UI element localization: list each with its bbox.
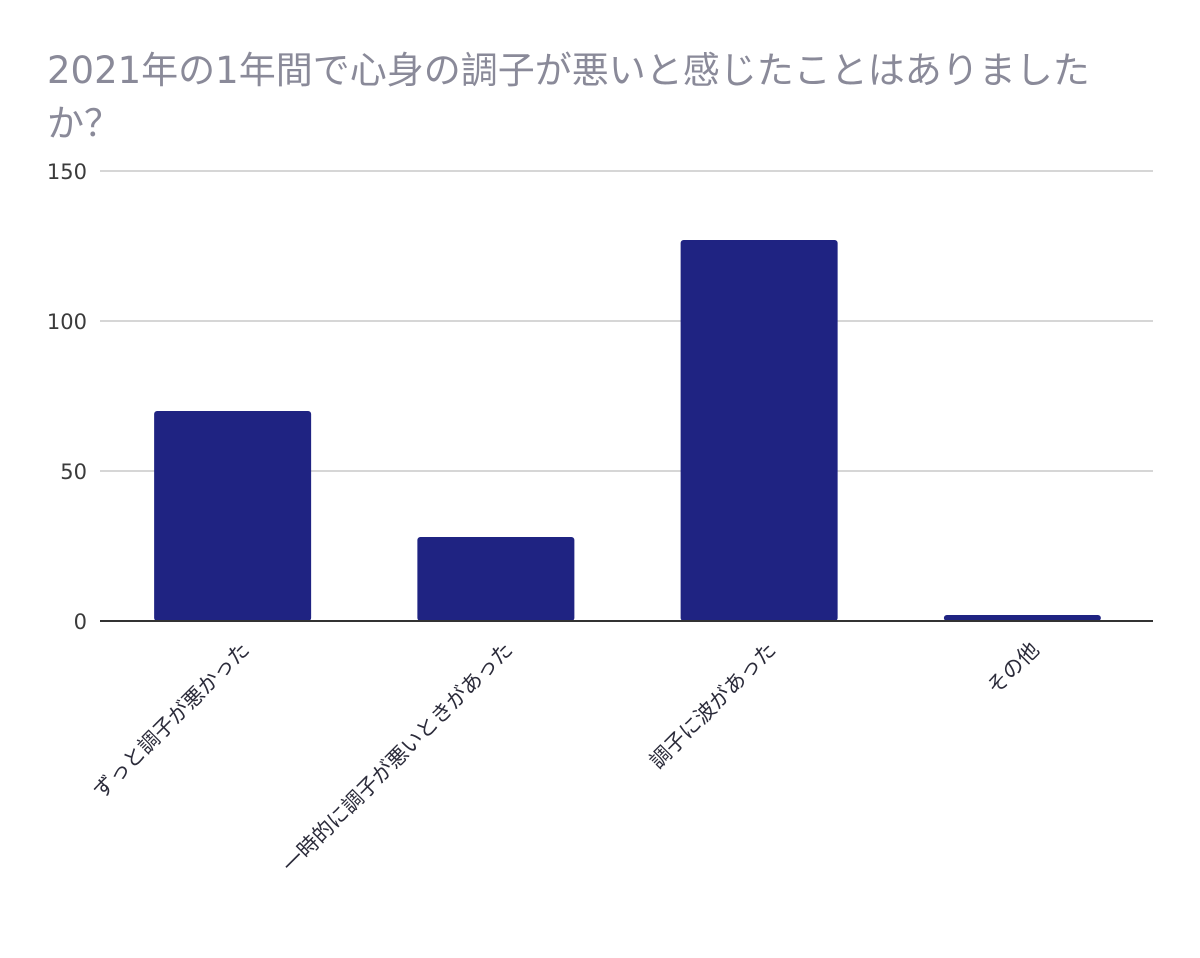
x-category-label: 調子に波があった <box>645 638 781 774</box>
y-tick-label: 100 <box>47 310 87 334</box>
bar <box>417 537 575 621</box>
bar <box>680 240 838 621</box>
x-category-label: その他 <box>982 638 1044 700</box>
bars <box>154 240 1101 621</box>
chart-title: 2021年の1年間で心身の調子が悪いと感じたことはありましたか？ <box>47 49 1090 145</box>
y-tick-label: 0 <box>74 610 87 634</box>
bar <box>154 411 312 621</box>
bar <box>943 615 1101 621</box>
y-tick-label: 150 <box>47 160 87 184</box>
y-tick-label: 50 <box>60 460 87 484</box>
x-category-label: 一時的に調子が悪いときがあった <box>278 638 518 878</box>
x-category-label: ずっと調子が悪かった <box>89 638 254 803</box>
